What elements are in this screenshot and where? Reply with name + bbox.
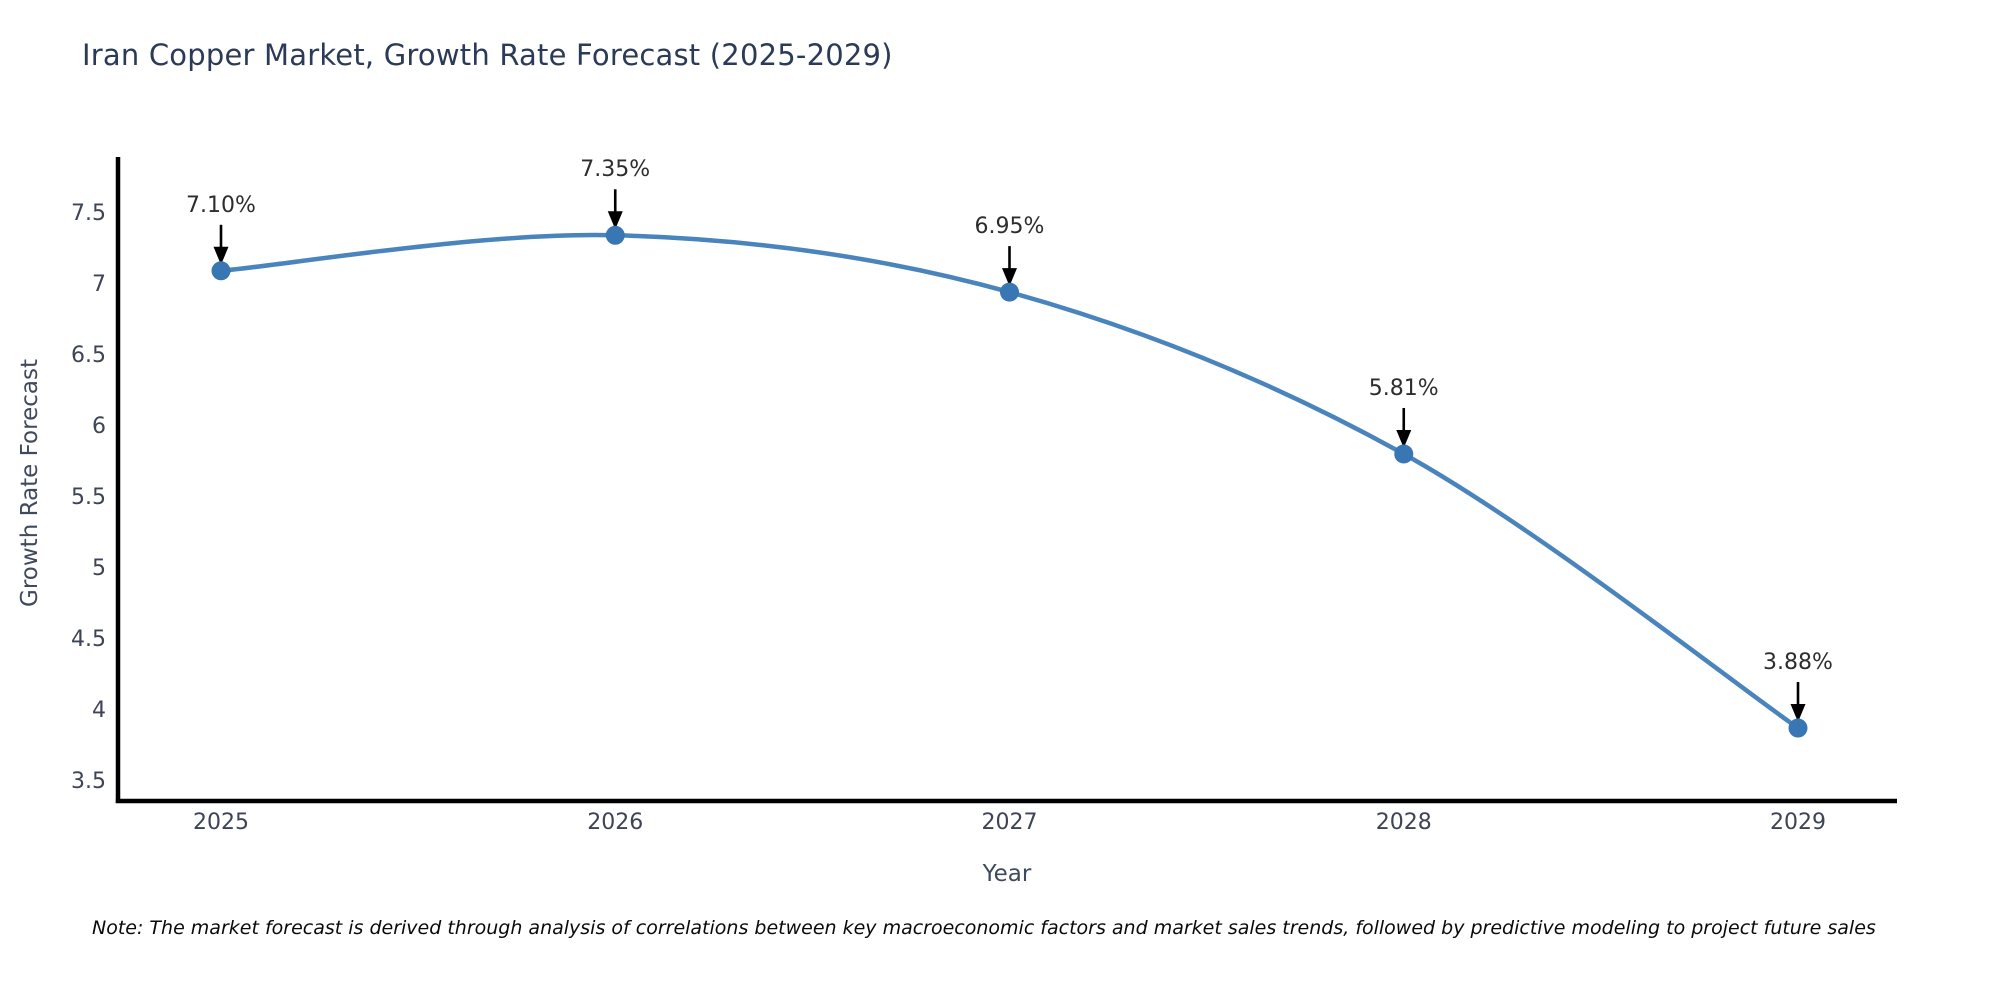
footnote: Note: The market forecast is derived thr… — [92, 917, 1876, 939]
y-tick-label: 5.5 — [71, 485, 106, 510]
y-tick-label: 3.5 — [71, 769, 106, 794]
y-axis-title: Growth Rate Forecast — [17, 359, 43, 607]
y-tick-label: 4 — [92, 698, 106, 723]
y-tick-label: 6.5 — [71, 343, 106, 368]
point-value-label: 7.35% — [580, 157, 651, 183]
y-tick-label: 7 — [92, 272, 106, 297]
point-value-label: 6.95% — [974, 214, 1045, 240]
x-tick-label: 2025 — [193, 810, 249, 835]
forecast-line — [220, 232, 1800, 730]
annotation-arrow-head — [1396, 429, 1412, 448]
data-point-marker — [1788, 718, 1808, 738]
data-point-marker — [1394, 444, 1414, 464]
x-tick-label: 2026 — [587, 810, 644, 835]
y-tick-label: 4.5 — [71, 627, 106, 652]
annotation-arrows-group — [213, 189, 1806, 723]
x-axis-title: Year — [982, 861, 1032, 887]
x-tick-label: 2028 — [1375, 810, 1432, 835]
data-point-markers-group — [211, 225, 1808, 738]
point-value-label: 3.88% — [1763, 650, 1833, 676]
point-value-label: 5.81% — [1368, 375, 1439, 401]
forecast-line-group — [220, 232, 1800, 730]
annotation-arrow-head — [1002, 268, 1017, 287]
chart-title: Iran Copper Market, Growth Rate Forecast… — [82, 38, 893, 72]
x-tick-label: 2027 — [981, 810, 1038, 835]
y-tick-label: 5 — [92, 556, 106, 581]
y-tick-label: 7.5 — [71, 201, 106, 226]
data-point-marker — [1000, 282, 1019, 302]
data-point-marker — [605, 225, 625, 245]
annotation-arrow-head — [213, 246, 229, 265]
data-point-marker — [211, 261, 231, 281]
annotation-arrow-head — [1790, 704, 1806, 723]
point-value-label: 7.10% — [186, 192, 256, 218]
annotation-arrow-head — [607, 211, 623, 230]
x-tick-label: 2029 — [1770, 810, 1826, 835]
y-tick-label: 6 — [92, 414, 106, 439]
